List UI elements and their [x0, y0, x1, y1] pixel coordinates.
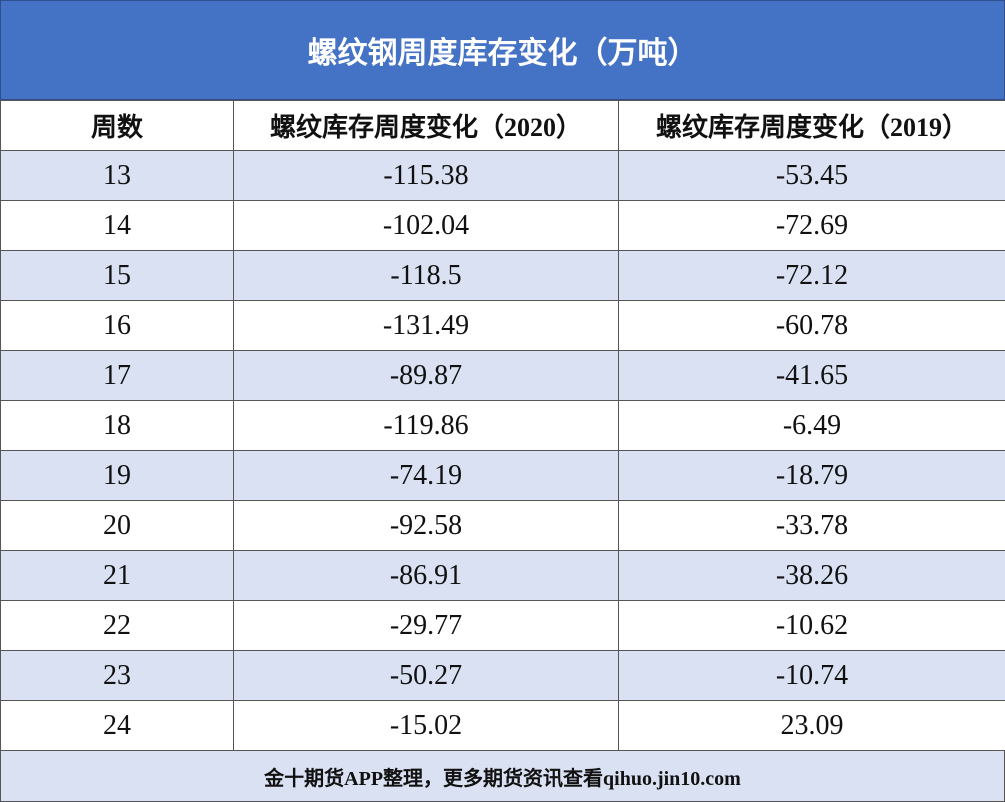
- data-table: 周数螺纹库存周度变化（2020）螺纹库存周度变化（2019） 13-115.38…: [0, 100, 1005, 751]
- table-cell: -18.79: [619, 451, 1005, 501]
- table-cell: 19: [1, 451, 234, 501]
- table-row: 14-102.04-72.69: [1, 201, 1005, 251]
- table-cell: 20: [1, 501, 234, 551]
- table-cell: -119.86: [234, 401, 619, 451]
- title: 螺纹钢周度库存变化（万吨）: [0, 0, 1005, 100]
- table-cell: -74.19: [234, 451, 619, 501]
- table-cell: -118.5: [234, 251, 619, 301]
- table-cell: -10.74: [619, 651, 1005, 701]
- table-row: 17-89.87-41.65: [1, 351, 1005, 401]
- table-cell: -41.65: [619, 351, 1005, 401]
- header-row: 周数螺纹库存周度变化（2020）螺纹库存周度变化（2019）: [1, 101, 1005, 151]
- table-cell: -131.49: [234, 301, 619, 351]
- table-row: 13-115.38-53.45: [1, 151, 1005, 201]
- table-cell: -6.49: [619, 401, 1005, 451]
- table-cell: 23: [1, 651, 234, 701]
- table-row: 20-92.58-33.78: [1, 501, 1005, 551]
- table-cell: 14: [1, 201, 234, 251]
- table-cell: 23.09: [619, 701, 1005, 751]
- table-row: 22-29.77-10.62: [1, 601, 1005, 651]
- table-row: 18-119.86-6.49: [1, 401, 1005, 451]
- table-cell: -92.58: [234, 501, 619, 551]
- table-row: 15-118.5-72.12: [1, 251, 1005, 301]
- header-cell: 螺纹库存周度变化（2020）: [234, 101, 619, 151]
- table-cell: -102.04: [234, 201, 619, 251]
- header-cell: 螺纹库存周度变化（2019）: [619, 101, 1005, 151]
- table-cell: -89.87: [234, 351, 619, 401]
- table-cell: -10.62: [619, 601, 1005, 651]
- table-cell: -72.12: [619, 251, 1005, 301]
- table-cell: -60.78: [619, 301, 1005, 351]
- table-cell: 22: [1, 601, 234, 651]
- table-cell: -33.78: [619, 501, 1005, 551]
- table-cell: -38.26: [619, 551, 1005, 601]
- table-cell: -53.45: [619, 151, 1005, 201]
- table-cell: 16: [1, 301, 234, 351]
- table-cell: -86.91: [234, 551, 619, 601]
- table-cell: 18: [1, 401, 234, 451]
- header-cell: 周数: [1, 101, 234, 151]
- table-cell: -115.38: [234, 151, 619, 201]
- table-cell: 24: [1, 701, 234, 751]
- table-row: 19-74.19-18.79: [1, 451, 1005, 501]
- table-row: 21-86.91-38.26: [1, 551, 1005, 601]
- table-cell: -50.27: [234, 651, 619, 701]
- table-cell: -15.02: [234, 701, 619, 751]
- table-row: 16-131.49-60.78: [1, 301, 1005, 351]
- table-cell: 13: [1, 151, 234, 201]
- table-cell: -72.69: [619, 201, 1005, 251]
- table-row: 23-50.27-10.74: [1, 651, 1005, 701]
- footer: 金十期货APP整理，更多期货资讯查看qihuo.jin10.com: [0, 751, 1005, 802]
- table-cell: 17: [1, 351, 234, 401]
- table-cell: 15: [1, 251, 234, 301]
- table-cell: -29.77: [234, 601, 619, 651]
- table-cell: 21: [1, 551, 234, 601]
